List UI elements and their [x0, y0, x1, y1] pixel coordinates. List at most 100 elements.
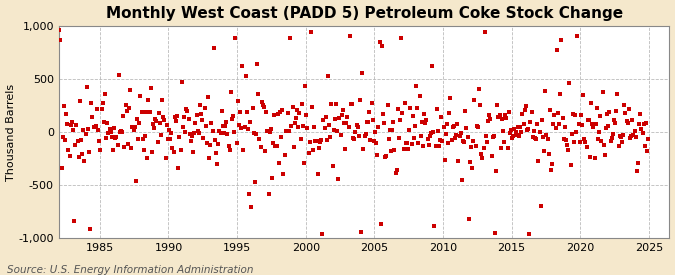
Point [614, 134, 625, 138]
Point [321, 115, 331, 119]
Point [397, 111, 408, 115]
Point [130, 179, 141, 183]
Point [171, 114, 182, 119]
Point [539, 149, 549, 153]
Point [435, 138, 446, 142]
Point [234, 123, 244, 127]
Point [128, 128, 139, 133]
Point [157, 98, 167, 102]
Point [308, 148, 319, 152]
Point [300, 84, 310, 88]
Point [603, 124, 614, 128]
Point [59, 104, 70, 108]
Point [568, 112, 578, 116]
Point [483, 119, 493, 123]
Point [493, 115, 504, 120]
Point [433, 144, 444, 148]
Point [163, 136, 173, 141]
Point [643, 137, 653, 141]
Point [565, 163, 576, 167]
Point [423, 143, 434, 147]
Point [227, 117, 238, 122]
Point [414, 94, 425, 98]
Point [301, 113, 312, 117]
Point [56, 166, 67, 171]
Point [641, 120, 651, 125]
Point [70, 142, 81, 147]
Point [252, 62, 263, 67]
Point [501, 116, 512, 120]
Point [133, 137, 144, 142]
Point [532, 122, 543, 126]
Point [332, 128, 343, 133]
Point [487, 134, 498, 139]
Point [400, 100, 410, 105]
Point [558, 137, 569, 141]
Point [338, 108, 348, 112]
Point [217, 124, 228, 128]
Point [470, 144, 481, 148]
Point [144, 110, 155, 114]
Point [323, 74, 333, 78]
Point [92, 128, 103, 133]
Point [309, 125, 320, 129]
Point [590, 122, 601, 126]
Point [591, 106, 602, 111]
Point [362, 120, 373, 125]
Point [495, 146, 506, 150]
Point [221, 119, 232, 124]
Point [100, 92, 111, 96]
Point [215, 131, 226, 136]
Point [357, 71, 368, 75]
Point [148, 126, 159, 130]
Text: Source: U.S. Energy Information Administration: Source: U.S. Energy Information Administ… [7, 265, 253, 275]
Point [250, 131, 261, 136]
Point [171, 119, 182, 123]
Point [482, 140, 493, 145]
Point [533, 159, 544, 164]
Point [206, 120, 217, 125]
Point [477, 156, 488, 161]
Point [87, 115, 98, 119]
Point [635, 112, 646, 117]
Point [169, 115, 180, 119]
Point [159, 118, 170, 123]
Point [632, 161, 643, 165]
Point [72, 139, 83, 144]
Point [318, 118, 329, 122]
Point [458, 139, 468, 144]
Point [231, 141, 242, 145]
Point [212, 161, 223, 166]
Point [68, 128, 78, 133]
Point [161, 123, 172, 128]
Point [140, 134, 151, 138]
Point [192, 129, 203, 133]
Point [594, 130, 605, 134]
Point [209, 138, 220, 142]
Point [412, 106, 423, 110]
Point [628, 133, 639, 137]
Point [520, 104, 531, 108]
Point [507, 136, 518, 141]
Point [130, 125, 140, 129]
Point [557, 116, 568, 121]
Point [344, 33, 355, 38]
Point [636, 127, 647, 131]
Point [81, 85, 92, 90]
Point [460, 109, 470, 113]
Point [104, 127, 115, 131]
Point [456, 131, 466, 136]
Point [519, 108, 530, 112]
Point [184, 132, 195, 136]
Point [110, 136, 121, 141]
Point [327, 164, 338, 168]
Point [390, 170, 401, 175]
Point [286, 124, 297, 128]
Point [579, 136, 590, 141]
Point [597, 90, 608, 94]
Point [77, 151, 88, 156]
Point [188, 150, 198, 154]
Point [325, 134, 335, 139]
Point [478, 146, 489, 151]
Point [497, 129, 508, 133]
